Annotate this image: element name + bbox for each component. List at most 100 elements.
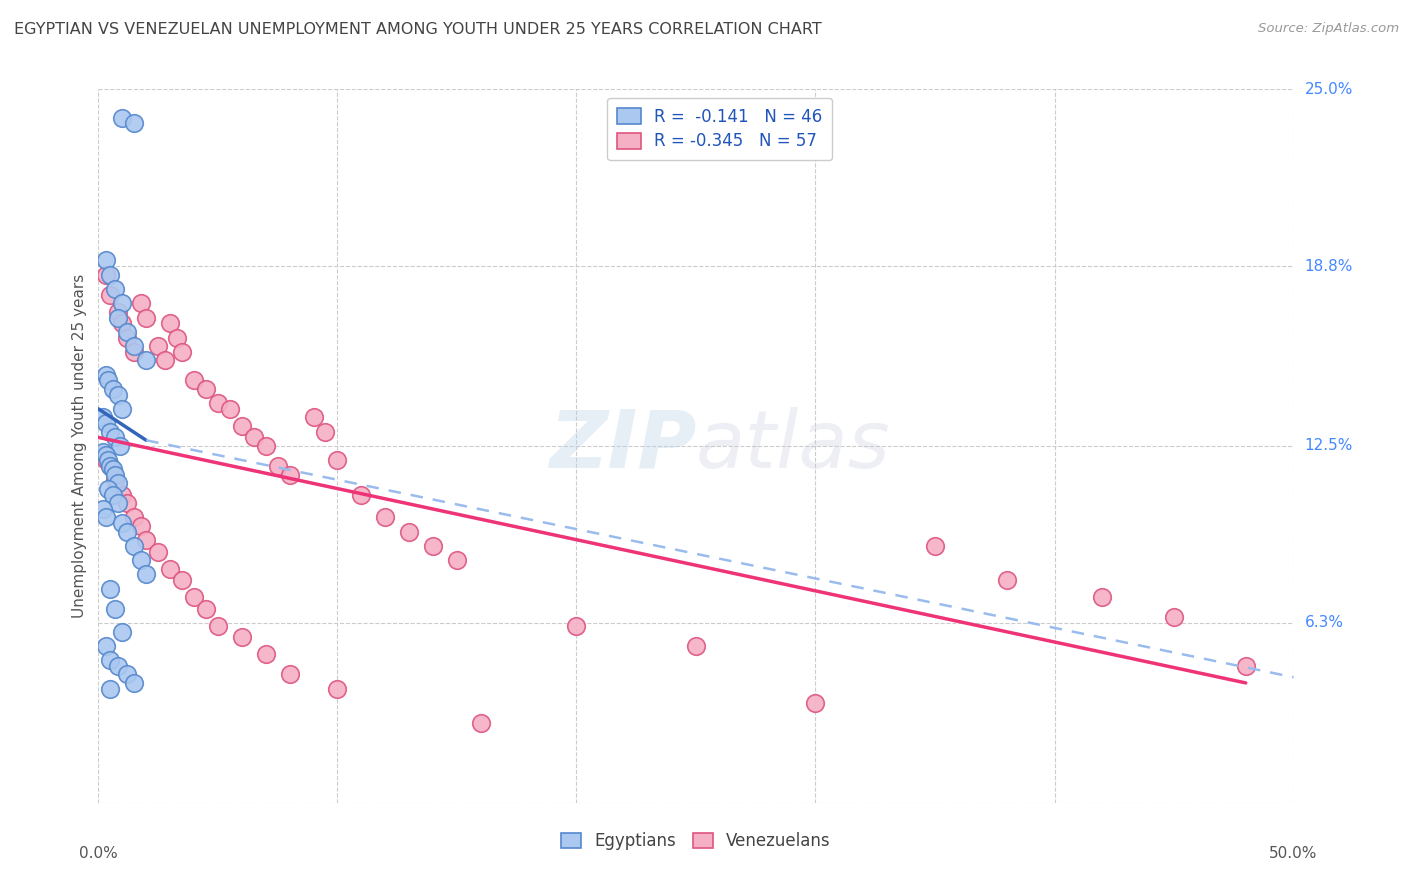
Point [446, 553, 468, 567]
Point [98, 287, 122, 301]
Point [254, 439, 277, 453]
Point [183, 373, 205, 387]
Point [104, 467, 127, 482]
Point [398, 524, 420, 539]
Point [172, 344, 194, 359]
Point [107, 305, 129, 319]
Point [326, 453, 349, 467]
Point [135, 310, 157, 325]
Point [101, 462, 124, 476]
Point [131, 296, 153, 310]
Legend: Egyptians, Venezuelans: Egyptians, Venezuelans [553, 824, 839, 859]
Point [94, 453, 117, 467]
Point [107, 310, 129, 325]
Point [94, 510, 117, 524]
Text: Source: ZipAtlas.com: Source: ZipAtlas.com [1258, 22, 1399, 36]
Point [278, 467, 301, 482]
Point [111, 516, 134, 530]
Point [111, 487, 134, 501]
Point [107, 387, 129, 401]
Point [104, 473, 127, 487]
Point [172, 573, 194, 587]
Point [91, 444, 114, 458]
Point [124, 539, 146, 553]
Point [94, 416, 117, 430]
Point [111, 624, 134, 639]
Point [94, 268, 117, 282]
Point [207, 619, 229, 633]
Point [115, 524, 138, 539]
Point [131, 519, 153, 533]
Point [350, 487, 373, 501]
Point [219, 401, 242, 416]
Point [104, 601, 127, 615]
Text: ZIP: ZIP [548, 407, 696, 485]
Point [374, 510, 396, 524]
Point [302, 410, 325, 425]
Point [159, 562, 181, 576]
Point [107, 476, 129, 491]
Point [111, 316, 134, 330]
Point [97, 373, 120, 387]
Text: 25.0%: 25.0% [1305, 82, 1353, 96]
Text: 0.0%: 0.0% [79, 846, 118, 861]
Point [97, 482, 120, 496]
Point [685, 639, 707, 653]
Point [115, 667, 138, 681]
Text: 50.0%: 50.0% [1270, 846, 1317, 861]
Text: EGYPTIAN VS VENEZUELAN UNEMPLOYMENT AMONG YOUTH UNDER 25 YEARS CORRELATION CHART: EGYPTIAN VS VENEZUELAN UNEMPLOYMENT AMON… [14, 22, 823, 37]
Point [115, 325, 138, 339]
Point [124, 510, 146, 524]
Point [135, 533, 157, 548]
Point [107, 496, 129, 510]
Point [470, 715, 492, 730]
Point [94, 448, 117, 462]
Point [98, 458, 122, 473]
Text: 6.3%: 6.3% [1305, 615, 1344, 631]
Y-axis label: Unemployment Among Youth under 25 years: Unemployment Among Youth under 25 years [72, 274, 87, 618]
Point [124, 344, 146, 359]
Point [115, 496, 138, 510]
Point [104, 430, 127, 444]
Text: 18.8%: 18.8% [1305, 259, 1353, 274]
Point [98, 681, 122, 696]
Point [91, 410, 114, 425]
Point [1234, 658, 1257, 673]
Point [111, 111, 134, 125]
Point [98, 458, 122, 473]
Point [135, 353, 157, 368]
Point [254, 648, 277, 662]
Point [101, 382, 124, 396]
Point [107, 658, 129, 673]
Point [124, 339, 146, 353]
Point [91, 501, 114, 516]
Point [94, 253, 117, 268]
Text: 12.5%: 12.5% [1305, 439, 1353, 453]
Point [278, 667, 301, 681]
Point [159, 316, 181, 330]
Point [995, 573, 1018, 587]
Point [94, 368, 117, 382]
Point [98, 582, 122, 596]
Point [124, 116, 146, 130]
Point [124, 676, 146, 690]
Point [98, 425, 122, 439]
Point [148, 544, 170, 558]
Point [98, 268, 122, 282]
Point [166, 330, 188, 344]
Point [194, 601, 217, 615]
Point [804, 696, 827, 710]
Point [243, 430, 266, 444]
Point [207, 396, 229, 410]
Point [97, 453, 120, 467]
Point [101, 487, 124, 501]
Point [148, 339, 170, 353]
Point [565, 619, 588, 633]
Point [131, 553, 153, 567]
Point [1163, 610, 1185, 624]
Point [155, 353, 177, 368]
Point [1091, 591, 1114, 605]
Point [104, 282, 127, 296]
Point [98, 653, 122, 667]
Point [111, 401, 134, 416]
